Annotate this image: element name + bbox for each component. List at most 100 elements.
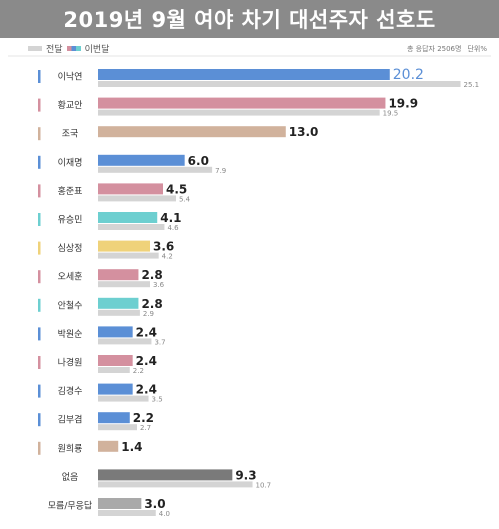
sample-size-note: 총 응답자 2506명 [406,45,462,53]
value-label-previous: 3.6 [153,281,165,289]
value-label-current: 2.4 [136,383,157,397]
bar-current [98,154,185,166]
value-label-current: 2.2 [133,411,154,425]
bar-current [98,212,158,223]
category-marker [38,155,41,169]
category-label: 원희룡 [58,442,83,454]
category-label: 이재명 [58,157,83,168]
bar-previous [98,367,130,373]
category-label: 심상정 [58,243,83,254]
bar-previous [98,481,253,488]
bar-previous [98,338,152,345]
category-marker [38,213,41,226]
bar-current [98,97,386,109]
bar-previous [98,166,213,173]
value-label-current: 3.0 [144,497,165,511]
value-label-current: 2.8 [141,297,162,311]
value-label-current: 1.4 [121,440,142,454]
category-label: 김부겸 [58,414,83,426]
category-marker [38,270,41,284]
bar-current [98,355,133,366]
category-marker [38,356,41,369]
bar-previous [98,309,140,316]
category-marker [38,70,41,83]
value-label-previous: 25.1 [464,81,480,89]
category-label: 나경원 [58,357,83,369]
category-label: 김경수 [58,385,83,397]
chart-title: 2019년 9월 여야 차기 대선주자 선호도 [63,8,436,32]
bar-current [98,383,133,395]
value-label-current: 3.6 [153,240,174,254]
chart-title-bar: 2019년 9월 여야 차기 대선주자 선호도 [0,0,499,38]
bar-current [98,412,130,424]
legend-swatch-current [66,46,81,51]
category-marker [38,413,41,427]
category-label: 안철수 [58,300,83,311]
value-label-previous: 3.5 [152,396,163,404]
bar-previous [98,252,159,259]
bar-current [98,440,119,452]
bar-current [98,297,139,309]
legend-label-current: 이번달 [84,45,110,55]
bar-previous [98,281,150,288]
value-label-previous: 2.7 [140,424,151,432]
bar-current [98,69,390,80]
legend-swatch-previous [28,46,42,51]
category-marker [38,127,41,141]
category-marker [38,441,41,455]
bar-current [98,183,163,195]
bar-current [98,126,286,138]
category-label: 오세훈 [58,271,83,283]
category-marker [38,327,41,341]
category-label: 홍준표 [58,185,83,197]
bar-previous [98,224,165,230]
value-label-current: 6.0 [188,154,209,168]
value-label-current: 2.8 [141,268,162,282]
category-label: 황교안 [58,100,83,111]
bar-current [98,326,133,338]
bar-previous [98,109,380,116]
category-marker [38,384,41,398]
value-label-current: 9.3 [235,468,256,482]
value-label-previous: 2.2 [133,367,144,375]
category-label: 이낙연 [58,72,83,83]
bar-current [98,469,233,481]
category-marker [38,298,41,312]
bar-previous [98,81,461,87]
value-label-previous: 19.5 [383,110,399,118]
legend-label-previous: 전달 [46,45,63,55]
category-marker [38,184,41,198]
value-label-previous: 4.6 [167,224,179,232]
value-label-previous: 10.7 [256,481,272,489]
bar-previous [98,424,137,431]
category-label: 모름/무응답 [48,500,92,512]
category-marker [38,98,41,112]
category-label: 유승민 [58,215,83,226]
value-label-current: 2.4 [136,325,157,339]
value-label-previous: 7.9 [215,167,226,175]
value-label-current: 2.4 [136,354,157,368]
value-label-current: 20.2 [393,67,424,83]
bar-current [98,269,139,281]
chart-legend: 전달 이번달 [28,42,109,55]
value-label-previous: 4.2 [162,253,173,261]
category-marker [38,241,41,255]
category-label: 조국 [62,129,79,140]
category-label: 없음 [62,472,79,483]
bar-current [98,498,142,509]
value-label-current: 19.9 [388,97,418,111]
bar-previous [98,395,149,402]
value-label-previous: 5.4 [179,195,191,203]
value-label-current: 4.1 [160,211,181,225]
bar-current [98,240,150,252]
category-label: 박원순 [58,329,83,340]
value-label-current: 4.5 [166,182,187,196]
value-label-current: 13.0 [289,125,319,139]
bar-previous [98,195,176,202]
value-label-previous: 4.0 [159,510,170,518]
chart-note: 총 응답자 2506명 단위% [407,44,487,54]
bar-previous [98,510,156,516]
value-label-previous: 2.9 [143,310,154,318]
unit-note: 단위% [467,45,487,53]
